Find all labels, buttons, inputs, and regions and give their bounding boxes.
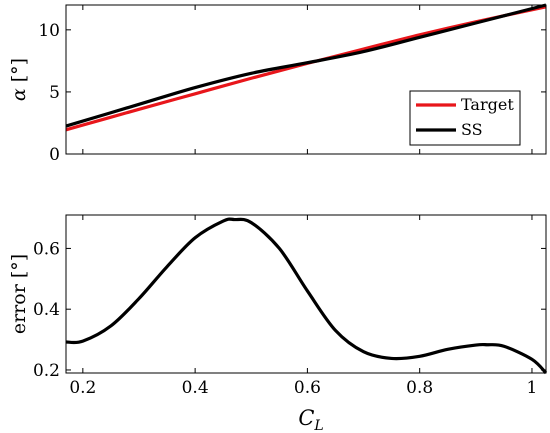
top-plot: 0 5 10 α [°] Target SS [8,3,547,165]
bottom-y-tick-label: 0.2 [33,361,60,381]
bottom-x-tick-label: 0.4 [182,378,209,398]
bottom-y-tick-label: 0.6 [33,239,60,259]
bottom-x-tick-label: 0.8 [406,378,433,398]
bottom-x-tick-label: 1 [527,378,538,398]
legend-box [409,90,521,146]
legend-label-ss: SS [461,120,483,139]
bottom-y-tick-label: 0.4 [33,300,60,320]
top-y-axis-label: α [°] [8,58,30,101]
top-y-tick-label: 0 [49,145,60,165]
top-y-tick-label: 10 [38,21,60,41]
bottom-axes-box [65,214,547,374]
bottom-x-tick-label: 0.2 [69,378,96,398]
top-y-tick-label: 5 [49,83,60,103]
legend-label-target: Target [461,95,514,114]
bottom-y-axis-label: error [°] [8,254,30,334]
bottom-x-tick-label: 0.6 [294,378,321,398]
top-axes-box [65,4,547,155]
bottom-x-axis-label: CL [298,406,323,433]
error-series-line [65,217,548,375]
series-line-ss [65,3,547,128]
